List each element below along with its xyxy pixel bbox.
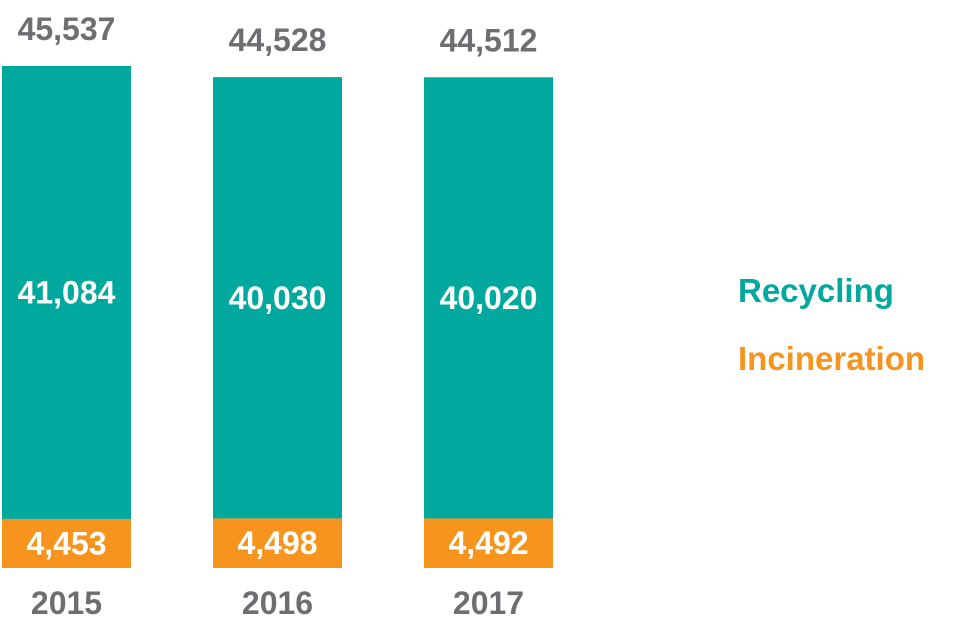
label-total-2016: 44,528 <box>229 22 327 58</box>
legend-recycling: Recycling <box>738 272 894 309</box>
x-tick-2017: 2017 <box>453 585 524 618</box>
bar-recycling-2017 <box>424 77 553 519</box>
bar-incineration-2017 <box>424 518 553 568</box>
bar-recycling-2015 <box>2 66 131 519</box>
label-recycling-2015: 41,084 <box>18 274 116 310</box>
bar-incineration-2015 <box>2 518 131 568</box>
label-recycling-2016: 40,030 <box>229 280 327 316</box>
label-incineration-2015: 4,453 <box>26 525 106 561</box>
x-tick-2016: 2016 <box>242 585 313 618</box>
bar-recycling-2016 <box>213 77 342 519</box>
legend-incineration: Incineration <box>738 340 926 377</box>
bar-incineration-2016 <box>213 518 342 568</box>
label-total-2017: 44,512 <box>440 22 538 58</box>
label-incineration-2016: 4,498 <box>237 525 317 561</box>
label-total-2015: 45,537 <box>18 11 116 47</box>
label-recycling-2017: 40,020 <box>440 280 538 316</box>
label-incineration-2017: 4,492 <box>448 525 528 561</box>
x-tick-2015: 2015 <box>31 585 102 618</box>
